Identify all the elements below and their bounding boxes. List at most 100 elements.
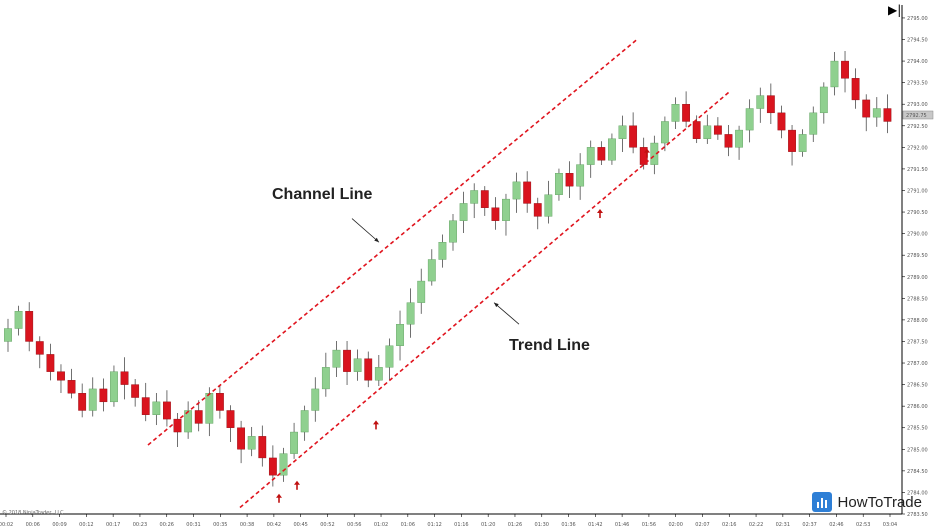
- candle: [14, 311, 23, 329]
- candle: [459, 203, 468, 221]
- x-tick-label: 00:35: [213, 522, 227, 528]
- candle: [533, 203, 542, 217]
- candle: [152, 401, 161, 415]
- candle: [512, 181, 521, 200]
- candle: [766, 95, 775, 114]
- candle: [523, 181, 532, 204]
- x-tick-label: 00:06: [26, 522, 40, 528]
- x-tick-label: 00:56: [347, 522, 361, 528]
- x-tick-label: 01:56: [642, 522, 656, 528]
- candle: [215, 393, 224, 411]
- candle: [194, 410, 203, 424]
- play-end-icon[interactable]: ▶|: [888, 3, 902, 17]
- candle: [735, 129, 743, 148]
- candle: [745, 108, 754, 131]
- candle: [883, 108, 892, 122]
- x-tick-label: 01:36: [561, 522, 575, 528]
- x-tick-label: 02:53: [856, 522, 870, 528]
- candle: [713, 125, 722, 135]
- x-tick-label: 00:31: [186, 522, 200, 528]
- candle: [99, 388, 108, 403]
- logo: HowToTrade: [811, 492, 922, 512]
- candle: [173, 418, 182, 433]
- x-tick-label: 02:16: [722, 522, 736, 528]
- candle: [449, 220, 457, 243]
- logo-text: HowToTrade: [837, 493, 922, 511]
- x-tick-label: 01:16: [454, 522, 468, 528]
- x-tick-label: 00:12: [79, 522, 93, 528]
- candle: [851, 78, 860, 101]
- candle: [311, 388, 320, 411]
- support-marker-head: [294, 480, 300, 485]
- x-tick-label: 00:17: [106, 522, 120, 528]
- candle: [586, 147, 595, 165]
- y-tick-label: 2783.50: [907, 512, 928, 518]
- y-tick-label: 2784.00: [907, 490, 928, 496]
- y-tick-label: 2792.50: [907, 124, 928, 130]
- candle: [650, 142, 659, 165]
- candle: [692, 121, 701, 139]
- candle: [237, 427, 246, 450]
- candle: [88, 388, 97, 411]
- candle: [268, 457, 277, 476]
- x-tick-label: 02:00: [668, 522, 682, 528]
- candle: [608, 138, 616, 161]
- candle: [819, 86, 828, 114]
- y-tick-label: 2785.00: [907, 447, 928, 453]
- candle: [703, 125, 712, 139]
- candle: [629, 125, 638, 148]
- candle: [777, 112, 786, 131]
- last-price-box: [902, 110, 934, 120]
- y-tick-label: 2788.00: [907, 318, 928, 324]
- support-marker-head: [597, 209, 603, 214]
- last-price-label: 2792.75: [906, 113, 927, 119]
- x-tick-label: 02:31: [776, 522, 790, 528]
- candle: [385, 345, 394, 368]
- x-tick-label: 00:45: [293, 522, 307, 528]
- x-tick-label: 01:30: [535, 522, 549, 528]
- candle: [809, 112, 818, 135]
- candle: [120, 371, 129, 385]
- x-tick-label: 01:20: [481, 522, 495, 528]
- candle: [576, 164, 585, 187]
- candle: [438, 242, 447, 260]
- y-tick-label: 2794.50: [907, 38, 928, 44]
- y-tick-label: 2791.50: [907, 167, 928, 173]
- x-tick-label: 02:37: [802, 522, 816, 528]
- x-tick-label: 00:09: [52, 522, 66, 528]
- candle: [290, 431, 298, 454]
- y-tick-label: 2789.00: [907, 275, 928, 281]
- candle: [67, 380, 76, 394]
- support-marker-head: [644, 148, 650, 153]
- y-tick-label: 2784.50: [907, 469, 928, 475]
- x-tick-label: 01:02: [374, 522, 388, 528]
- candle: [427, 259, 436, 282]
- candle: [78, 393, 87, 411]
- candle: [491, 207, 500, 221]
- candle: [25, 311, 34, 342]
- channel-line: [147, 38, 638, 446]
- candle: [110, 371, 118, 403]
- candle: [597, 147, 606, 161]
- candle: [555, 173, 563, 195]
- candle: [841, 60, 849, 79]
- x-tick-label: 00:38: [240, 522, 254, 528]
- x-tick-label: 02:07: [695, 522, 709, 528]
- candle: [502, 198, 510, 221]
- x-tick-label: 00:52: [320, 522, 334, 528]
- y-tick-label: 2790.50: [907, 210, 928, 216]
- annotation-channel-line: Channel Line: [272, 186, 373, 203]
- y-tick-label: 2785.50: [907, 426, 928, 432]
- candle: [830, 60, 839, 88]
- x-tick-label: 01:06: [401, 522, 415, 528]
- candle: [660, 121, 669, 144]
- candle: [300, 410, 309, 433]
- candle: [46, 354, 55, 372]
- candle: [544, 194, 553, 217]
- x-tick-label: 01:12: [427, 522, 441, 528]
- candle: [279, 453, 288, 476]
- candle: [353, 358, 362, 372]
- candle: [258, 436, 267, 459]
- annotation-trend-line: Trend Line: [509, 337, 590, 354]
